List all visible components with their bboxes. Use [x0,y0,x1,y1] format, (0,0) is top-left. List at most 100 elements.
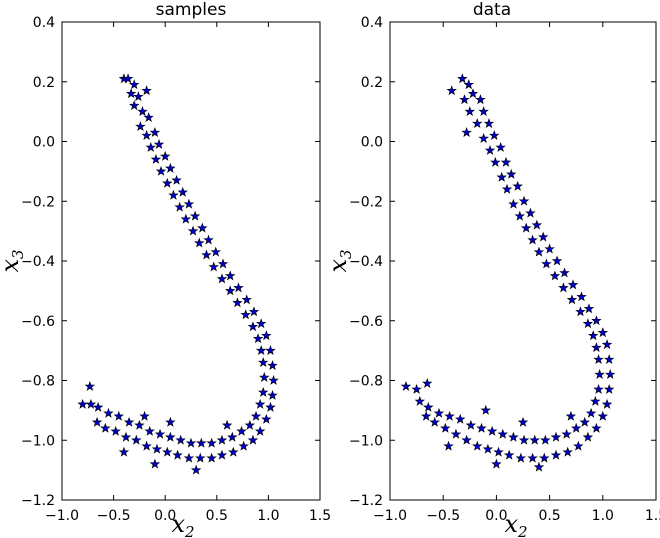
scatter-point-samples [241,294,252,305]
scatter-point-samples [100,422,111,433]
scatter-point-data [539,452,550,463]
scatter-points-data [400,73,616,472]
x-axis-label-subscript: 2 [517,523,528,538]
scatter-point-samples [190,464,202,475]
x-tick-label: 1.5 [309,508,331,524]
scatter-point-samples [77,398,88,409]
scatter-point-data [400,380,412,391]
scatter-point-samples [143,112,154,123]
x-axis-label-text: x [504,510,518,538]
scatter-point-samples [236,425,247,436]
scatter-point-data [550,449,562,460]
y-tick-label: −0.2 [349,194,383,210]
scatter-point-data [541,258,552,269]
scatter-point-samples [123,416,135,427]
y-tick-label: 0.0 [361,135,383,151]
y-axis-label-text: x [324,259,352,273]
scatter-point-data [476,422,487,433]
scatter-point-data [573,440,584,451]
y-tick-label: −0.8 [349,374,383,390]
scatter-point-samples [255,345,267,356]
scatter-point-data [465,419,477,430]
scatter-point-samples [250,410,262,421]
scatter-point-data [601,398,613,409]
x-tick-label: 0.0 [154,508,176,524]
scatter-point-data [520,222,532,233]
scatter-point-data [480,404,491,415]
scatter-point-samples [196,437,207,448]
y-tick-label: −0.4 [21,254,55,270]
scatter-point-samples [216,273,228,284]
scatter-point-samples [194,237,205,248]
scatter-point-data [585,407,597,418]
scatter-point-samples [216,434,228,445]
scatter-point-data [496,171,507,182]
scatter-point-data [411,383,422,394]
y-axis-label-samples: x3 [0,249,27,272]
scatter-point-data [478,133,489,143]
scatter-point-samples [153,139,165,149]
scatter-point-samples [258,386,269,397]
scatter-point-samples [172,449,183,460]
scatter-point-data [446,85,457,96]
scatter-point-data [486,425,498,436]
scatter-point-samples [129,100,140,111]
scatter-point-data [591,422,602,433]
scatter-point-data [579,416,590,427]
scatter-point-data [518,434,530,445]
scatter-point-data [508,431,519,442]
y-tick-label: −0.8 [21,374,55,390]
scatter-point-data [531,219,543,230]
scatter-point-data [506,168,517,179]
scatter-point-samples [267,360,278,370]
scatter-point-samples [155,165,167,176]
scatter-point-data [601,339,613,350]
scatter-point-data [597,410,608,421]
scatter-point-samples [261,413,272,424]
scatter-point-samples [165,162,176,173]
scatter-point-data [472,440,483,451]
scatter-point-samples [197,222,208,233]
scatter-panel-samples: samples −1.0 −0.5 0.0 0.5 1.0 1.5−1.2−1.0−0.8… [0,0,331,538]
scatter-point-samples [135,121,146,131]
y-tick-label: −1.2 [349,493,383,509]
scatter-point-data [527,234,538,245]
x-axis-label-samples: x2 [171,510,194,538]
y-tick-label: −0.6 [21,314,55,330]
scatter-point-samples [149,458,161,469]
scatter-point-samples [232,297,243,308]
scatter-point-data [489,130,500,140]
scatter-point-data [559,267,570,278]
scatter-point-samples [133,91,144,102]
y-tick-label: 0.4 [33,15,55,31]
scatter-point-samples [137,106,148,117]
scatter-point-samples [91,416,103,427]
scatter-point-samples [244,419,256,430]
scatter-point-data [518,195,530,206]
scatter-point-data [503,449,515,460]
scatter-point-data [591,315,602,326]
scatter-point-samples [247,434,259,445]
scatter-point-samples [122,73,134,84]
scatter-point-data [500,156,512,167]
scatter-point-samples [183,452,195,463]
scatter-point-data [450,428,462,439]
scatter-point-samples [113,410,124,421]
y-axis-label-subscript: 3 [337,249,355,259]
scatter-point-data [588,330,599,341]
scatter-point-samples [201,249,212,260]
scatter-point-samples [141,130,152,140]
scatter-point-data [491,458,502,469]
scatter-point-samples [84,380,96,391]
scatter-point-data [533,246,545,257]
x-tick-label: −0.5 [426,508,460,524]
x-tick-label: 0.5 [538,508,560,524]
scatter-point-samples [185,437,197,448]
scatter-point-data [590,395,601,406]
scatter-point-data [575,306,586,317]
scatter-point-data [562,446,573,457]
scatter-point-data [508,198,519,209]
scatter-point-samples [259,372,270,382]
scatter-point-data [429,416,440,427]
scatter-point-samples [85,398,97,409]
